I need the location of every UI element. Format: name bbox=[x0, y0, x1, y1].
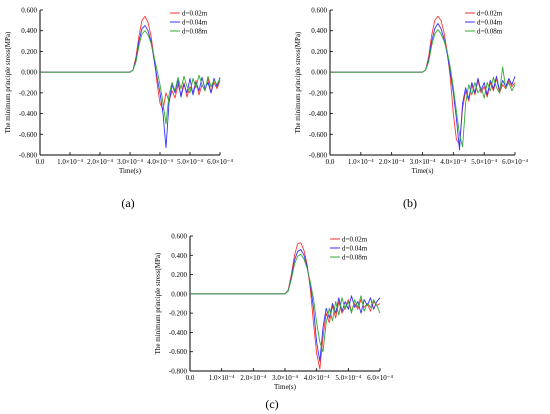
panel-caption: (b) bbox=[403, 196, 417, 210]
x-tick-label: 4.0×10⁻⁴ bbox=[147, 158, 173, 166]
x-tick-label: 5.0×10⁻⁴ bbox=[471, 158, 497, 166]
x-tick-label: 4.0×10⁻⁴ bbox=[304, 374, 330, 382]
legend-entry: d=0.04m bbox=[477, 19, 503, 27]
y-tick-label: 0.200 bbox=[171, 271, 187, 279]
x-tick-label: 6.0×10⁻⁴ bbox=[367, 374, 393, 382]
x-tick-label: 0.0 bbox=[186, 374, 195, 382]
y-tick-label: 0.600 bbox=[311, 7, 327, 15]
panel-caption: (a) bbox=[121, 196, 134, 210]
x-tick-label: 4.0×10⁻⁴ bbox=[440, 158, 466, 166]
x-tick-label: 3.0×10⁻⁴ bbox=[272, 374, 298, 382]
x-tick-label: 0.0 bbox=[36, 158, 45, 166]
y-tick-label: -0.600 bbox=[169, 348, 188, 356]
x-tick-label: 3.0×10⁻⁴ bbox=[117, 158, 143, 166]
y-tick-label: 0.000 bbox=[311, 69, 327, 77]
y-axis-label: The minimum principle stress(MPa) bbox=[4, 31, 12, 133]
series-line-d=0.08m bbox=[190, 253, 381, 353]
legend-entry: d=0.02m bbox=[477, 10, 503, 18]
x-tick-label: 5.0×10⁻⁴ bbox=[177, 158, 203, 166]
series-line-d=0.02m bbox=[190, 242, 381, 370]
y-tick-label: 0.600 bbox=[171, 233, 187, 241]
x-axis-label: Time(s) bbox=[274, 383, 297, 391]
series-line-d=0.04m bbox=[330, 23, 516, 151]
y-tick-label: -0.800 bbox=[19, 152, 38, 160]
legend-entry: d=0.08m bbox=[477, 28, 503, 36]
y-axis-label: The minimum principle stress(MPa) bbox=[154, 252, 162, 354]
chart-panel-c: -0.800 -0.600 -0.400 -0.200 0.000 0.200 0.400 0… bbox=[154, 233, 393, 412]
y-tick-label: -0.600 bbox=[19, 131, 38, 139]
legend-entry: d=0.08m bbox=[342, 254, 368, 262]
y-tick-label: -0.200 bbox=[19, 89, 38, 97]
series-line-d=0.08m bbox=[40, 30, 221, 125]
x-axis-label: Time(s) bbox=[412, 167, 435, 175]
y-tick-label: 0.400 bbox=[171, 252, 187, 260]
y-tick-label: -0.800 bbox=[309, 152, 328, 160]
y-tick-label: -0.600 bbox=[309, 131, 328, 139]
legend-entry: d=0.04m bbox=[342, 245, 368, 253]
x-tick-label: 3.0×10⁻⁴ bbox=[410, 158, 436, 166]
series-line-d=0.04m bbox=[190, 249, 381, 362]
series-line-d=0.04m bbox=[40, 25, 221, 149]
y-tick-label: 0.600 bbox=[21, 7, 37, 15]
y-tick-label: -0.800 bbox=[169, 368, 188, 376]
legend-entry: d=0.02m bbox=[182, 10, 208, 18]
y-tick-label: -0.200 bbox=[169, 310, 188, 318]
x-tick-label: 2.0×10⁻⁴ bbox=[240, 374, 266, 382]
y-tick-label: 0.200 bbox=[21, 48, 37, 56]
legend-entry: d=0.04m bbox=[182, 19, 208, 27]
x-tick-label: 2.0×10⁻⁴ bbox=[87, 158, 113, 166]
y-tick-label: -0.200 bbox=[309, 89, 328, 97]
x-tick-label: 0.0 bbox=[326, 158, 335, 166]
legend-entry: d=0.08m bbox=[182, 28, 208, 36]
x-tick-label: 6.0×10⁻⁴ bbox=[207, 158, 233, 166]
x-tick-label: 6.0×10⁻⁴ bbox=[502, 158, 528, 166]
y-axis-label: The minimum principle stress(MPa) bbox=[294, 31, 302, 133]
y-tick-label: 0.400 bbox=[311, 27, 327, 35]
y-tick-label: 0.400 bbox=[21, 27, 37, 35]
y-tick-label: -0.400 bbox=[309, 110, 328, 118]
y-tick-label: 0.200 bbox=[311, 48, 327, 56]
y-tick-label: 0.000 bbox=[21, 69, 37, 77]
x-axis-label: Time(s) bbox=[119, 167, 142, 175]
x-tick-label: 1.0×10⁻⁴ bbox=[348, 158, 374, 166]
x-tick-label: 1.0×10⁻⁴ bbox=[209, 374, 235, 382]
panel-caption: (c) bbox=[265, 397, 278, 411]
x-tick-label: 5.0×10⁻⁴ bbox=[335, 374, 361, 382]
legend-entry: d=0.02m bbox=[342, 236, 368, 244]
series-line-d=0.08m bbox=[330, 29, 516, 148]
y-tick-label: -0.400 bbox=[19, 110, 38, 118]
chart-panel-b: -0.800 -0.600 -0.400 -0.200 0.000 0.200 0.400 0… bbox=[294, 7, 528, 211]
y-tick-label: -0.400 bbox=[169, 329, 188, 337]
y-tick-label: 0.000 bbox=[171, 290, 187, 298]
chart-panel-a: -0.800 -0.600 -0.400 -0.200 0.000 0.200 0.400 0… bbox=[4, 7, 233, 211]
x-tick-label: 1.0×10⁻⁴ bbox=[57, 158, 83, 166]
x-tick-label: 2.0×10⁻⁴ bbox=[379, 158, 405, 166]
